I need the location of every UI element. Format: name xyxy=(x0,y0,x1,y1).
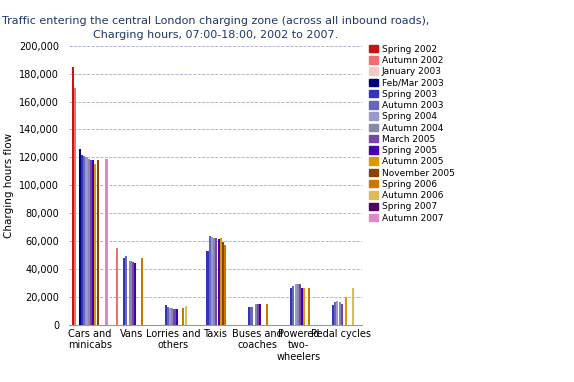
Bar xyxy=(94,164,96,325)
Bar xyxy=(96,160,99,325)
Bar xyxy=(167,307,169,325)
Bar xyxy=(86,157,87,325)
Bar xyxy=(106,159,107,325)
Bar xyxy=(213,238,215,325)
Bar xyxy=(294,284,297,325)
Bar xyxy=(218,239,220,325)
Bar xyxy=(185,306,187,325)
Bar xyxy=(134,263,136,325)
Bar xyxy=(304,288,305,325)
Bar xyxy=(141,258,143,325)
Bar xyxy=(183,308,184,325)
Bar xyxy=(332,305,334,325)
Bar xyxy=(125,256,127,325)
Bar xyxy=(250,307,253,325)
Y-axis label: Charging hours flow: Charging hours flow xyxy=(3,133,14,238)
Bar xyxy=(259,304,262,325)
Bar xyxy=(308,288,310,325)
Bar xyxy=(215,238,218,325)
Title: Traffic entering the central London charging zone (across all inbound roads),
Ch: Traffic entering the central London char… xyxy=(2,16,429,39)
Legend: Spring 2002, Autumn 2002, January 2003, Feb/Mar 2003, Spring 2003, Autumn 2003, : Spring 2002, Autumn 2002, January 2003, … xyxy=(369,45,455,223)
Bar xyxy=(74,87,76,325)
Bar xyxy=(72,67,74,325)
Bar xyxy=(176,309,178,325)
Bar xyxy=(211,237,213,325)
Bar xyxy=(88,159,90,325)
Bar xyxy=(171,308,173,325)
Bar xyxy=(79,149,81,325)
Bar xyxy=(266,304,268,325)
Bar xyxy=(92,160,94,325)
Bar xyxy=(81,155,83,325)
Bar xyxy=(339,303,340,325)
Bar xyxy=(116,248,118,325)
Bar xyxy=(334,303,336,325)
Bar xyxy=(248,307,250,325)
Bar xyxy=(90,160,92,325)
Bar xyxy=(257,304,259,325)
Bar xyxy=(207,251,208,325)
Bar xyxy=(220,238,222,325)
Bar xyxy=(297,284,299,325)
Bar xyxy=(352,288,354,325)
Bar xyxy=(208,236,211,325)
Bar xyxy=(173,309,176,325)
Bar xyxy=(83,156,86,325)
Bar xyxy=(224,245,226,325)
Bar xyxy=(130,261,131,325)
Bar xyxy=(165,305,166,325)
Bar xyxy=(341,304,343,325)
Bar xyxy=(336,301,339,325)
Bar xyxy=(301,288,303,325)
Bar xyxy=(222,243,224,325)
Bar xyxy=(290,288,292,325)
Bar xyxy=(123,258,125,325)
Bar xyxy=(169,308,171,325)
Bar xyxy=(131,262,134,325)
Bar xyxy=(255,304,257,325)
Bar xyxy=(292,286,294,325)
Bar xyxy=(345,297,347,325)
Bar xyxy=(299,284,301,325)
